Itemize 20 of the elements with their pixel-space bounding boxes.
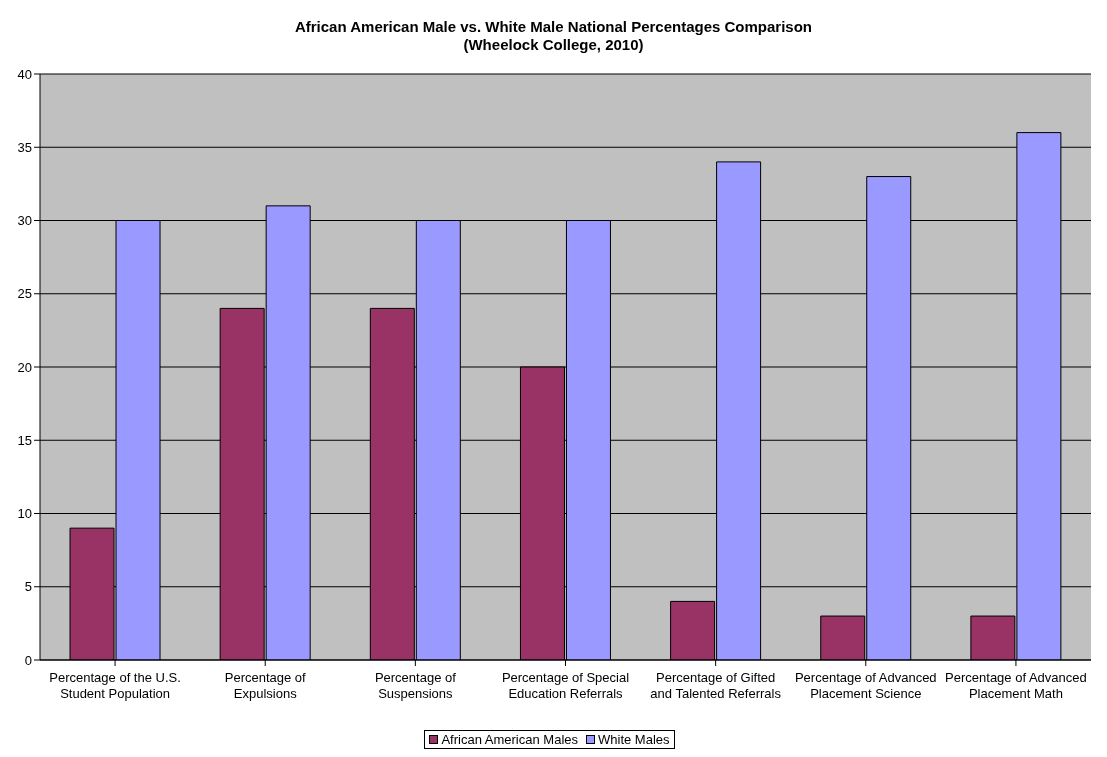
x-tick-label: Percentage of Advanced Placement Math bbox=[945, 670, 1087, 701]
y-tick-label: 30 bbox=[17, 213, 32, 229]
y-tick-label: 5 bbox=[24, 579, 32, 595]
legend-label: African American Males bbox=[440, 732, 579, 747]
x-tick-label: Percentage of Advanced Placement Science bbox=[794, 670, 937, 701]
y-tick-label: 20 bbox=[17, 359, 32, 375]
y-tick-label: 35 bbox=[17, 139, 32, 155]
x-tick-label: Percentage of the U.S. Student Population bbox=[49, 670, 181, 701]
y-tick-label: 25 bbox=[17, 286, 32, 302]
legend-label: White Males bbox=[597, 732, 670, 747]
x-tick-label: Percentage of Gifted and Talented Referrals bbox=[650, 670, 782, 701]
y-tick-label: 0 bbox=[24, 652, 32, 668]
chart-subtitle: (Wheelock College, 2010) bbox=[462, 36, 645, 54]
x-tick-label: Percentage of Suspensions bbox=[374, 670, 457, 701]
y-tick-label: 40 bbox=[17, 66, 32, 82]
y-tick-label: 10 bbox=[17, 506, 32, 522]
x-tick-label: Percentage of Special Education Referrals bbox=[501, 670, 630, 701]
y-tick-label: 15 bbox=[17, 432, 32, 448]
x-tick-label: Percentage of Expulsions bbox=[224, 670, 307, 701]
chart-title: African American Male vs. White Male National Percentages Comparison bbox=[293, 18, 814, 36]
